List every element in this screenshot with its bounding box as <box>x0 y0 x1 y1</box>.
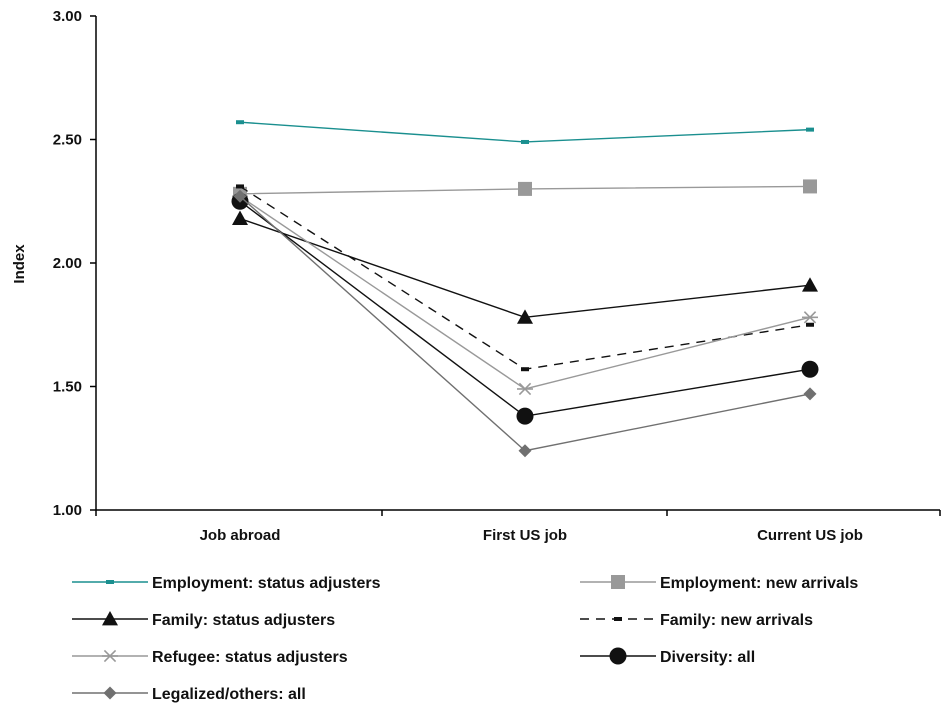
legend-label: Refugee: status adjusters <box>152 649 348 666</box>
series-line <box>239 200 811 417</box>
series-line <box>239 121 811 143</box>
legend-item: Family: new arrivals <box>580 612 813 629</box>
y-tick-label: 1.00 <box>53 502 82 519</box>
data-point <box>517 382 533 396</box>
series-line <box>239 185 811 370</box>
series-5 <box>231 192 819 425</box>
legend-item: Employment: status adjusters <box>72 575 381 592</box>
legend-label: Diversity: all <box>660 649 755 666</box>
data-point <box>611 575 625 589</box>
data-point <box>802 277 818 292</box>
x-tick-labels: Job abroad First US job Current US job <box>200 527 863 544</box>
data-point <box>803 179 817 194</box>
data-point <box>801 360 819 378</box>
data-point <box>232 210 248 225</box>
series-line <box>239 195 811 390</box>
series-0 <box>236 120 814 144</box>
y-tick-labels: 1.00 1.50 2.00 2.50 3.00 <box>53 8 82 519</box>
legend-label: Family: new arrivals <box>660 612 813 629</box>
series-4 <box>232 190 818 396</box>
data-point <box>102 611 118 626</box>
data-point <box>521 367 529 372</box>
data-point <box>518 181 532 196</box>
legend-item: Refugee: status adjusters <box>72 649 348 666</box>
legend-item: Employment: new arrivals <box>580 575 858 592</box>
chart-series <box>231 120 819 458</box>
series-1 <box>233 179 817 201</box>
y-tick-label: 3.00 <box>53 8 82 25</box>
data-point <box>106 580 114 584</box>
y-tick-label: 2.50 <box>53 132 82 149</box>
data-point <box>516 407 534 425</box>
chart-legend: Employment: status adjusters Employment: … <box>72 575 858 703</box>
series-2 <box>232 210 818 324</box>
series-line <box>239 217 811 319</box>
data-point <box>806 127 814 132</box>
data-point <box>802 311 818 324</box>
data-point <box>609 647 627 665</box>
series-3 <box>236 184 814 372</box>
data-point <box>233 189 247 203</box>
data-point <box>803 387 817 401</box>
data-point <box>103 686 117 700</box>
data-point <box>614 617 622 621</box>
x-tick-label: First US job <box>483 527 567 544</box>
data-point <box>236 120 244 125</box>
y-tick-label: 1.50 <box>53 379 82 396</box>
data-point <box>518 444 532 458</box>
legend-item: Family: status adjusters <box>72 611 335 629</box>
data-point <box>102 649 118 663</box>
data-point <box>517 309 533 324</box>
x-tick-label: Current US job <box>757 527 863 544</box>
y-tick-label: 2.00 <box>53 255 82 272</box>
legend-label: Legalized/others: all <box>152 686 306 703</box>
data-point <box>521 139 529 144</box>
x-tick-label: Job abroad <box>200 527 281 544</box>
legend-item: Diversity: all <box>580 647 755 666</box>
data-point <box>236 184 244 189</box>
legend-item: Legalized/others: all <box>72 686 306 703</box>
legend-label: Employment: status adjusters <box>152 575 381 592</box>
y-axis-title: Index <box>11 244 28 284</box>
legend-label: Employment: new arrivals <box>660 575 858 592</box>
series-6 <box>233 189 817 458</box>
data-point <box>806 322 814 327</box>
legend-label: Family: status adjusters <box>152 612 335 629</box>
chart-axes <box>90 15 941 516</box>
